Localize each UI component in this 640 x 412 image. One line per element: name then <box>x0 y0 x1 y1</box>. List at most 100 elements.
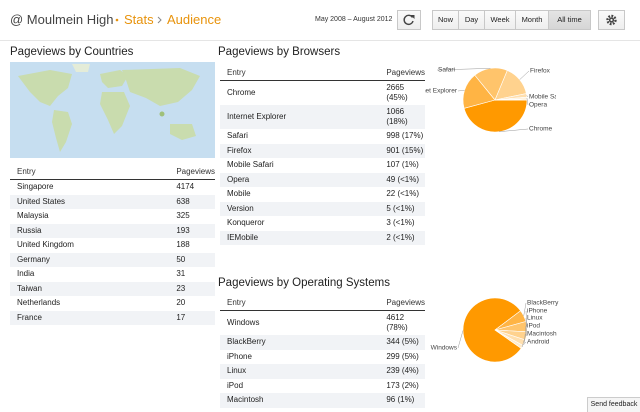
pageviews-cell: 4174 <box>170 180 215 195</box>
column-header: Pageviews <box>170 165 215 180</box>
pie-label: Macintosh <box>527 331 557 338</box>
table-row: United States 638 <box>10 194 215 209</box>
table-row: Malaysia 325 <box>10 209 215 224</box>
data-table: Entry Pageviews Chrome 2665 (45%) Internet E… <box>220 66 425 245</box>
leader-line <box>526 98 529 106</box>
entry-cell: Linux <box>220 364 381 379</box>
range-button[interactable]: All time <box>548 10 591 30</box>
entry-cell: France <box>10 310 171 325</box>
entry-cell: Windows <box>227 318 260 327</box>
pie-label: Windows <box>431 345 458 352</box>
table-row: Russia 193 <box>10 223 215 238</box>
entry-cell: IEMobile <box>220 230 381 245</box>
entry-cell: Konqueror <box>227 218 265 228</box>
leader-line <box>526 95 529 98</box>
feedback-button[interactable]: Send feedback <box>587 397 640 412</box>
entry-cell: BlackBerry <box>220 335 381 350</box>
pageviews-value: 2665 <box>386 83 405 92</box>
leader-line <box>436 68 491 71</box>
pageviews-value: 998 <box>386 131 400 141</box>
pageviews-share: (18%) <box>386 117 408 126</box>
entry-cell: India <box>17 269 35 279</box>
pageviews-share: (15%) <box>401 145 424 155</box>
section-link[interactable]: Stats <box>124 12 154 27</box>
refresh-icon <box>403 14 415 25</box>
header-row: Entry Pageviews <box>220 66 425 81</box>
pageviews-share: (<1%) <box>397 174 420 184</box>
pageviews-cell: 193 <box>170 223 215 238</box>
table-row: United Kingdom 188 <box>10 238 215 253</box>
pageviews-cell: 20 <box>170 296 215 311</box>
pageviews-cell: 2665 (45%) <box>380 81 425 106</box>
entry-cell: Russia <box>10 223 171 238</box>
pie-label: Opera <box>529 102 547 109</box>
pageviews-cell: 299 (5%) <box>380 350 425 365</box>
date-range: May 2008 – August 2012 <box>315 16 393 23</box>
entry-cell: Internet Explorer <box>220 105 381 129</box>
pie-label: Internet Explorer <box>425 88 458 95</box>
pageviews-value: 901 <box>386 145 400 155</box>
pageviews-cell: 2 (<1%) <box>380 230 425 245</box>
pageviews-value: 239 <box>386 366 400 376</box>
table-row: iPhone 299 (5%) <box>220 350 425 365</box>
pageviews-cell: 239 (4%) <box>380 364 425 379</box>
range-button[interactable]: Month <box>515 10 549 30</box>
pageviews-cell: 22 (<1%) <box>380 187 425 202</box>
pageviews-value: 1066 <box>386 107 405 116</box>
header-divider <box>0 40 640 41</box>
entry-cell: Singapore <box>17 182 54 192</box>
entry-cell: iPhone <box>227 351 252 361</box>
refresh-button[interactable] <box>397 10 421 30</box>
pageviews-value: 31 <box>176 269 186 279</box>
pageviews-value: 299 <box>386 351 400 361</box>
pageviews-cell: 17 <box>170 310 215 325</box>
range-button[interactable]: Week <box>484 10 516 30</box>
pie-label: Mobile Safari <box>529 94 556 101</box>
leader-line <box>525 310 528 327</box>
pageviews-share: (<1%) <box>397 189 420 199</box>
pageviews-value: 49 <box>386 174 396 184</box>
blog-name[interactable]: @ Moulmein High <box>10 12 114 27</box>
countries-table: Entry Pageviews Singapore 4174 United States… <box>10 165 215 325</box>
gear-icon <box>606 14 617 26</box>
pageviews-value: 344 <box>386 337 400 347</box>
entry-cell: Macintosh <box>220 393 381 408</box>
entry-cell: Firefox <box>220 143 381 158</box>
pageviews-value: 50 <box>176 254 186 264</box>
range-button[interactable]: Day <box>458 10 485 30</box>
settings-button[interactable] <box>598 10 625 30</box>
column-header: Pageviews <box>380 296 425 311</box>
pageviews-cell: 4612 (78%) <box>380 311 425 336</box>
entry-cell: Mobile <box>227 189 251 199</box>
column-header: Entry <box>220 296 381 311</box>
leader-line <box>457 330 464 349</box>
header-row: Entry Pageviews <box>10 165 215 180</box>
pageviews-share: (2%) <box>401 380 419 390</box>
section-title: Pageviews by Browsers <box>218 46 341 58</box>
table-row: Mobile Safari 107 (1%) <box>220 158 425 173</box>
pageviews-value: 96 <box>386 395 396 405</box>
table-row: Safari 998 (17%) <box>220 129 425 144</box>
world-map <box>10 62 215 158</box>
entry-cell: Version <box>220 201 381 216</box>
table-row: iPod 173 (2%) <box>220 379 425 394</box>
pageviews-cell: 23 <box>170 281 215 296</box>
pie-label: Android <box>527 339 550 346</box>
entry-cell: Netherlands <box>17 298 61 308</box>
table-row: Firefox 901 (15%) <box>220 143 425 158</box>
pageviews-value: 20 <box>176 298 186 308</box>
entry-cell: Safari <box>227 131 248 141</box>
range-button[interactable]: Now <box>432 10 459 30</box>
separator-chevron <box>157 16 162 24</box>
pageviews-value: 5 <box>386 203 391 213</box>
leader-line <box>499 128 529 132</box>
pageviews-share: (1%) <box>397 395 415 405</box>
table-row: Mobile 22 (<1%) <box>220 187 425 202</box>
data-table: Entry Pageviews Windows 4612 (78%) BlackBerr… <box>220 296 425 408</box>
leader-line <box>519 70 530 80</box>
pageviews-value: 188 <box>176 240 190 250</box>
pageviews-cell: 31 <box>170 267 215 282</box>
table-row: Konqueror 3 (<1%) <box>220 216 425 231</box>
pageviews-cell: 3 (<1%) <box>380 216 425 231</box>
